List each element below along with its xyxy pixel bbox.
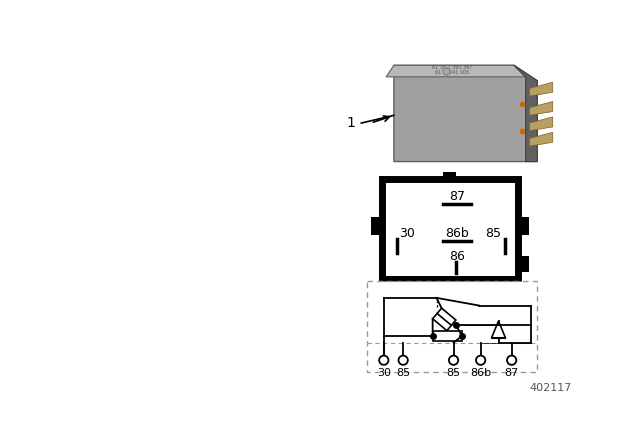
- Polygon shape: [492, 321, 506, 338]
- Bar: [444, 172, 456, 179]
- Circle shape: [379, 356, 388, 365]
- Text: 87: 87: [449, 190, 465, 202]
- Text: 61 35041 005: 61 35041 005: [435, 70, 469, 75]
- Polygon shape: [529, 117, 553, 131]
- Bar: [433, 331, 462, 341]
- Bar: [371, 217, 382, 236]
- Text: 85: 85: [396, 368, 410, 378]
- Text: 30: 30: [399, 227, 415, 240]
- Polygon shape: [394, 65, 537, 162]
- Text: 86b: 86b: [470, 368, 492, 378]
- Text: 86: 86: [449, 250, 465, 263]
- Text: 85: 85: [447, 368, 461, 378]
- Polygon shape: [386, 65, 525, 77]
- Text: 61 36-1 391 397: 61 36-1 391 397: [432, 65, 472, 70]
- Bar: [518, 256, 529, 271]
- Text: 30: 30: [377, 368, 391, 378]
- Bar: [382, 179, 518, 280]
- Bar: [518, 217, 529, 236]
- Circle shape: [449, 356, 458, 365]
- Polygon shape: [514, 65, 537, 162]
- Text: 87: 87: [504, 368, 519, 378]
- Circle shape: [399, 356, 408, 365]
- Text: 86b: 86b: [445, 227, 469, 240]
- Text: 1: 1: [346, 116, 355, 130]
- Polygon shape: [433, 308, 456, 331]
- Text: 85: 85: [485, 227, 501, 240]
- Text: 402117: 402117: [530, 383, 572, 392]
- Bar: [367, 281, 537, 372]
- Polygon shape: [529, 82, 553, 96]
- Circle shape: [476, 356, 485, 365]
- Polygon shape: [529, 102, 553, 116]
- Circle shape: [507, 356, 516, 365]
- Polygon shape: [529, 132, 553, 146]
